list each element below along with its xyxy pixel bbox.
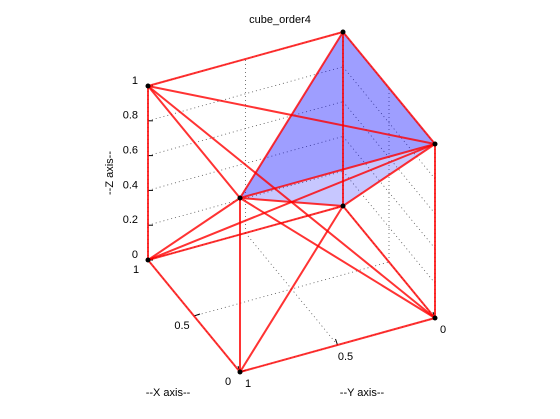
edge	[147, 197, 241, 261]
edge	[239, 205, 344, 373]
edge	[239, 197, 436, 319]
face	[240, 144, 435, 206]
z-tick-label: 0.8	[123, 110, 138, 122]
grid-line	[342, 170, 436, 284]
z-axis-label: --Z axis--	[104, 151, 116, 195]
z-tick-label: 0	[132, 249, 138, 261]
vertex	[432, 141, 438, 147]
vertex	[340, 203, 346, 209]
edge	[239, 317, 436, 373]
grid-line	[147, 101, 344, 156]
grid-line	[147, 136, 344, 191]
vertex	[145, 257, 151, 263]
grid-line	[342, 66, 436, 180]
vertex	[145, 83, 151, 89]
edge	[147, 259, 241, 373]
grid-line	[193, 261, 390, 317]
edge	[239, 31, 344, 199]
z-tick-label: 1	[132, 75, 138, 87]
z-tick-label: 0.2	[123, 214, 138, 226]
vertex	[237, 369, 243, 375]
tick-mark	[335, 338, 338, 346]
y-tick-label: 0	[440, 324, 446, 336]
vertex	[432, 315, 438, 321]
vertex	[237, 195, 243, 201]
z-tick-label: 0.4	[123, 179, 138, 191]
x-axis-label: --X axis--	[146, 387, 191, 399]
y-tick-label: 1	[245, 378, 251, 390]
edge	[342, 143, 436, 207]
edge	[147, 143, 436, 261]
x-tick-label: 0.5	[174, 320, 189, 332]
grid-line	[147, 66, 344, 122]
edge	[342, 31, 436, 145]
vertex	[340, 29, 346, 35]
x-tick-label: 1	[133, 264, 139, 276]
edge	[147, 31, 344, 87]
edge	[147, 205, 344, 261]
grid-line	[147, 170, 344, 226]
edge	[342, 205, 436, 319]
chart-title: cube_order4	[249, 14, 311, 26]
y-axis-label: --Y axis--	[340, 387, 385, 399]
edge	[239, 143, 436, 199]
z-tick-label: 0.6	[123, 145, 138, 157]
edge	[147, 85, 241, 199]
grid-line	[342, 136, 436, 249]
y-tick-label: 0.5	[338, 351, 353, 363]
x-tick-label: 0	[225, 376, 231, 388]
